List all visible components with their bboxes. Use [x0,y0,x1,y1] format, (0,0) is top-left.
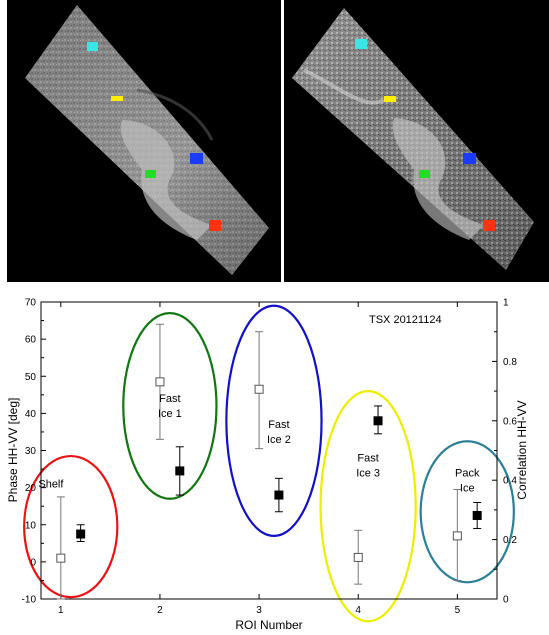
roi-group-ellipse-1 [23,454,119,599]
filled-square-marker-1 [76,529,86,539]
filled-square-marker-3 [274,490,284,500]
open-square-marker-1 [56,553,66,563]
x-tick-label: 3 [256,605,262,616]
y2-tick-label: 0 [503,595,509,606]
plot-frame [40,301,498,600]
roi-group-labels: Shelf Fast Ice 1 Fast Ice 2 Fast Ice 3 Pack Ice [38,393,480,494]
y-tick-label: 40 [25,409,37,420]
sar-image-hh [25,5,269,275]
x-tick-label: 4 [355,605,361,616]
open-square-marker-3 [254,384,264,394]
roi-marker-yellow [384,96,396,102]
roi-marker-green [419,170,430,178]
roi-group-label-5: Pack Ice [455,467,480,494]
chart-title: TSX 20121124 [369,314,442,326]
roi-group-label-2: Fast Ice 1 [158,393,182,420]
y2-tick-label: 0.6 [503,416,517,427]
roi-marker-cyan [355,39,367,49]
sar-image-vv [292,8,534,270]
roi-group-label-1: Shelf [38,479,64,491]
sar-image-right [284,0,549,282]
open-square-marker-4 [353,552,363,562]
open-square-marker-2 [155,377,165,387]
y-tick-label: 60 [25,335,37,346]
filled-square-marker-4 [373,416,383,426]
y-tick-label: -10 [22,595,37,606]
y-tick-label: 70 [25,298,37,309]
roi-marker-red [483,220,495,231]
filled-square-marker-5 [472,510,482,520]
y2-tick-label: 0.2 [503,535,517,546]
y2-axis-title: Correlation HH-VV [515,400,529,499]
x-tick-label: 1 [58,605,64,616]
y2-tick-label: 0.4 [503,476,517,487]
axis-ticks: 1 2 3 4 5 -10 0 10 20 30 40 50 60 70 0 0.2 0.4 0.6 0.8 1 [22,298,518,617]
roi-marker-blue [190,153,203,164]
y-tick-label: 20 [25,483,37,494]
roi-group-ellipses [23,304,515,623]
y2-tick-label: 1 [503,298,509,309]
roi-group-ellipse-2 [122,312,218,500]
roi-group-ellipse-4 [319,389,417,623]
x-tick-label: 2 [157,605,163,616]
y-tick-label: 50 [25,372,37,383]
x-tick-label: 5 [455,605,461,616]
roi-group-ellipse-3 [225,304,323,537]
sar-image-left [7,0,281,282]
open-square-marker-5 [452,531,462,541]
roi-marker-blue [463,153,476,164]
y-tick-label: 0 [30,557,36,568]
phase-correlation-chart: 1 2 3 4 5 -10 0 10 20 30 40 50 60 70 0 0.2 0.4 0.6 0.8 1 Sh… [6,298,529,633]
roi-marker-cyan [87,42,98,51]
roi-marker-red [209,220,221,231]
y2-tick-label: 0.8 [503,357,517,368]
roi-group-label-4: Fast Ice 3 [356,453,380,480]
roi-group-ellipse-5 [419,440,515,584]
y-tick-label: 10 [25,520,37,531]
roi-marker-green [145,170,156,178]
y-axis-title: Phase HH-VV [deg] [6,398,20,503]
y-tick-label: 30 [25,446,37,457]
x-axis-title: ROI Number [235,618,302,632]
roi-group-label-3: Fast Ice 2 [267,419,291,446]
roi-marker-yellow [111,96,123,101]
filled-square-marker-2 [175,466,185,476]
data-points [56,323,482,600]
